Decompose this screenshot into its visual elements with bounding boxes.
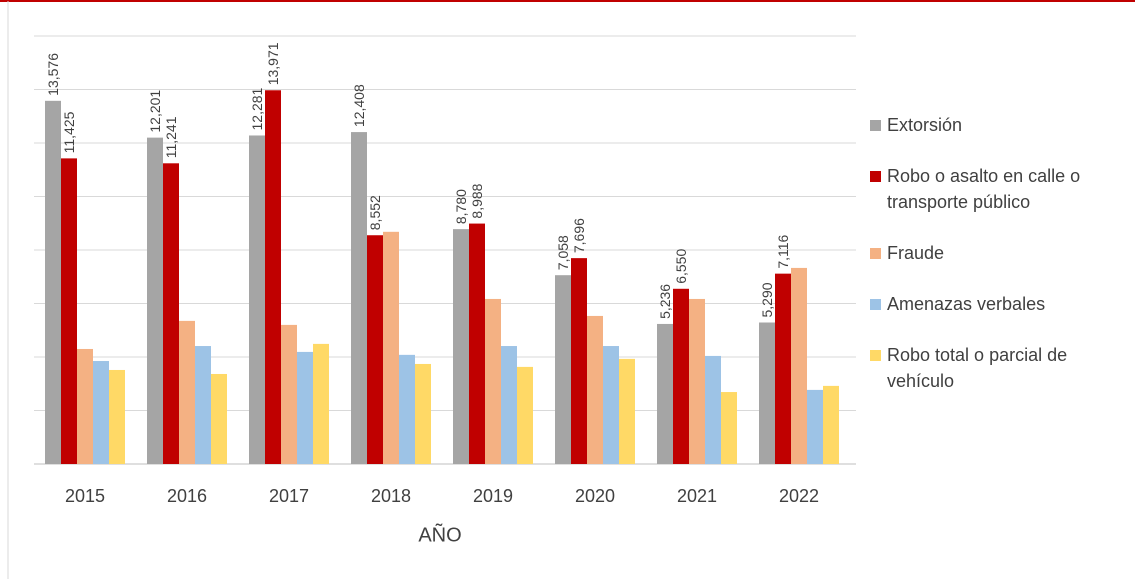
legend-swatch (870, 350, 881, 361)
x-tick-label: 2021 (677, 486, 717, 506)
bar (45, 100, 61, 464)
bar (689, 298, 705, 464)
data-label: 8,988 (469, 183, 485, 218)
data-label: 13,576 (45, 53, 61, 96)
data-label: 12,408 (351, 84, 367, 127)
bar (211, 373, 227, 464)
bar (807, 389, 823, 464)
bar (195, 346, 211, 464)
bar (705, 355, 721, 464)
legend-item: Fraude (870, 240, 1120, 266)
legend: Extorsión Robo o asalto en calle o transp… (870, 112, 1120, 419)
bar (249, 135, 265, 464)
bar (469, 223, 485, 464)
bar (823, 385, 839, 464)
data-label: 7,696 (571, 218, 587, 253)
data-label: 12,201 (147, 90, 163, 133)
data-label: 8,780 (453, 189, 469, 224)
data-label: 5,290 (759, 282, 775, 317)
x-tick-label: 2017 (269, 486, 309, 506)
bar (775, 273, 791, 464)
legend-swatch (870, 299, 881, 310)
bar (179, 320, 195, 464)
bar (453, 229, 469, 464)
legend-label: Amenazas verbales (887, 294, 1046, 314)
bar (265, 90, 281, 464)
bar (485, 298, 501, 464)
bar (555, 275, 571, 464)
bar (501, 346, 517, 464)
data-label: 11,241 (163, 116, 179, 158)
bar (517, 366, 533, 464)
legend-item: Robo o asalto en calle o transporte públ… (870, 163, 1120, 215)
bar (163, 163, 179, 464)
bar (619, 358, 635, 464)
legend-label: Fraude (887, 243, 945, 263)
bar (603, 346, 619, 464)
bar (351, 132, 367, 464)
legend-swatch (870, 120, 881, 131)
bar (399, 354, 415, 464)
bar (109, 369, 125, 464)
bar (383, 231, 399, 464)
data-label: 7,116 (775, 234, 791, 268)
legend-label: Robo total o parcial de vehículo (887, 345, 1068, 391)
data-label: 12,281 (249, 87, 265, 130)
bar (673, 288, 689, 464)
legend-item: Robo total o parcial de vehículo (870, 342, 1120, 394)
bar (587, 315, 603, 464)
bar (571, 258, 587, 464)
legend-item: Extorsión (870, 112, 1120, 138)
data-label: 11,425 (61, 111, 77, 153)
bar (93, 361, 109, 464)
bar (657, 323, 673, 464)
x-tick-label: 2015 (65, 486, 105, 506)
bar (367, 235, 383, 464)
bar (759, 322, 775, 464)
legend-swatch (870, 171, 881, 182)
bar (61, 158, 77, 464)
bar (297, 351, 313, 464)
x-tick-label: 2018 (371, 486, 411, 506)
legend-swatch (870, 248, 881, 259)
data-label: 5,236 (657, 284, 673, 319)
legend-label: Robo o asalto en calle o transporte públ… (887, 166, 1081, 212)
legend-label: Extorsión (887, 115, 963, 135)
data-label: 6,550 (673, 249, 689, 284)
x-tick-label: 2019 (473, 486, 513, 506)
x-tick-label: 2020 (575, 486, 615, 506)
bar (791, 267, 807, 464)
bar (147, 137, 163, 465)
data-label: 7,058 (555, 235, 571, 270)
x-tick-label: 2022 (779, 486, 819, 506)
bar (281, 324, 297, 464)
bar (415, 363, 431, 464)
bar (313, 343, 329, 464)
bar (77, 348, 93, 464)
x-tick-label: 2016 (167, 486, 207, 506)
bar (721, 392, 737, 464)
data-label: 8,552 (367, 195, 383, 230)
data-label: 13,971 (265, 42, 281, 85)
legend-item: Amenazas verbales (870, 291, 1120, 317)
x-axis-label: AÑO (418, 522, 461, 546)
